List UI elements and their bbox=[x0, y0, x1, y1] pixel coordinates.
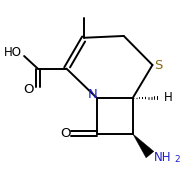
Polygon shape bbox=[133, 134, 154, 158]
Text: O: O bbox=[23, 83, 33, 96]
Text: NH: NH bbox=[154, 151, 172, 164]
Text: HO: HO bbox=[4, 46, 22, 59]
Text: O: O bbox=[60, 127, 71, 140]
Text: N: N bbox=[87, 88, 97, 101]
Text: 2: 2 bbox=[174, 156, 180, 165]
Text: H: H bbox=[164, 91, 173, 105]
Text: S: S bbox=[154, 59, 163, 71]
